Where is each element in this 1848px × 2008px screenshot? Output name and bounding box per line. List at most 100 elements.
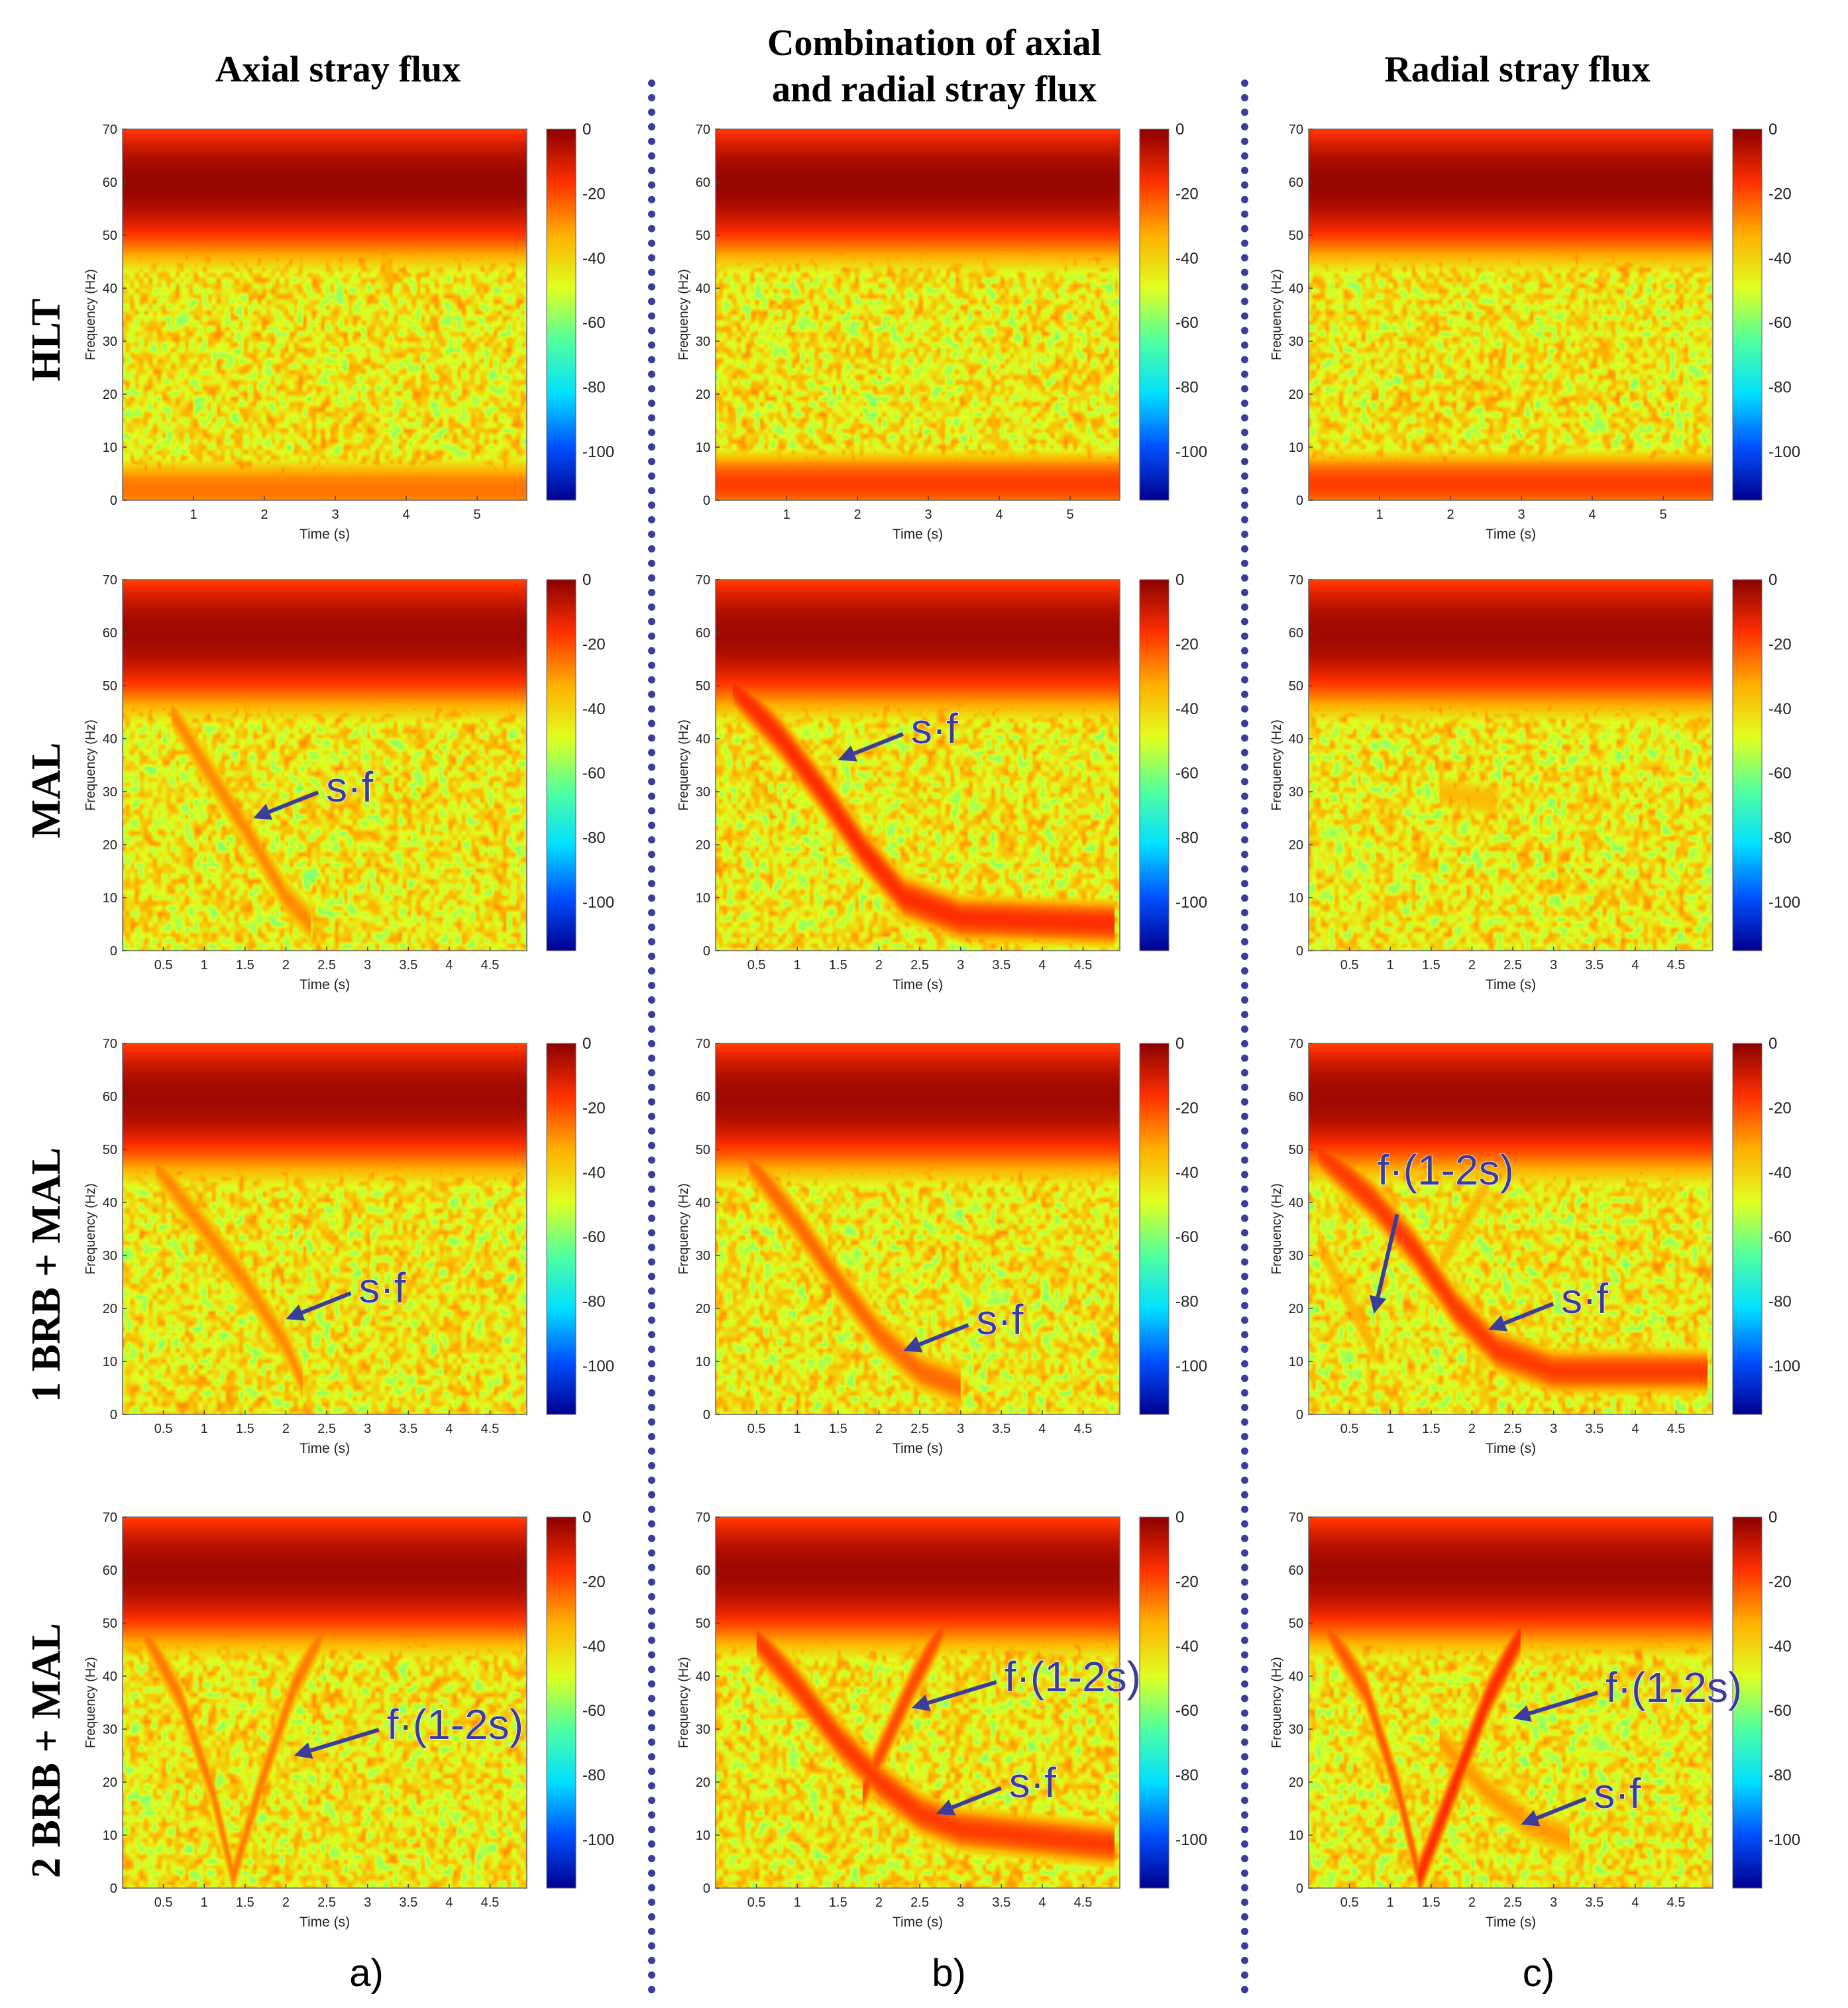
x-tick-label: 2 [282,958,290,973]
plot-frame [122,1516,527,1889]
heatmap-canvas [1309,1043,1713,1414]
annotation-label: f·(1-2s) [387,1701,523,1748]
plot-frame [715,1043,1120,1415]
y-tick-label: 40 [1289,732,1303,747]
x-tick-label: 2 [875,1422,883,1436]
x-tick-label: 1 [794,958,801,973]
x-tick-label: 4.5 [1667,958,1686,973]
colorbar-tick-label: -60 [1768,1228,1792,1246]
spectrogram-svg: 0 10 20 30 40 50 60 70 1 2 3 4 5 Time (s) Frequency (H… [1270,121,1800,542]
plot-frame [122,579,527,951]
y-tick-label: 50 [1289,1616,1303,1631]
y-tick-label: 40 [1289,1196,1303,1210]
heatmap-canvas [123,1517,527,1888]
y-tick-label: 60 [103,626,117,641]
colorbar-tick-label: -60 [582,314,606,332]
colorbar-tick-label: -20 [582,185,606,203]
x-tick-label: 5 [1067,507,1074,522]
y-tick-label: 30 [103,785,117,800]
annotation-label: s·f [326,763,373,811]
x-tick-label: 1.5 [829,1422,847,1436]
x-axis-label: Time (s) [299,527,350,542]
heatmap-canvas [1309,1517,1713,1888]
y-tick-label: 0 [703,1881,710,1896]
column-title-combination-line1: Combination of axial [767,23,1102,64]
x-tick-label: 3 [1550,1895,1557,1910]
column-divider-left [648,79,655,1994]
x-tick-label: 0.5 [1340,1895,1359,1910]
x-tick-label: 2 [875,958,883,973]
y-tick-label: 50 [103,679,117,694]
y-tick-label: 30 [696,1722,710,1737]
x-tick-label: 1.5 [1422,958,1440,973]
x-tick-label: 4 [1589,507,1596,522]
colorbar [546,1043,576,1415]
y-axis-label: Frequency (Hz) [1270,1657,1284,1748]
plot-frame [1308,1043,1713,1415]
heatmap-area [1309,580,1713,951]
x-tick-label: 4.5 [1667,1895,1686,1910]
spectrogram-svg: 0 10 20 30 40 50 60 70 0.5 1 1.5 2 2.5 3 3.5 4 4.5 Time (… [677,1035,1207,1456]
y-tick-label: 40 [103,282,117,296]
heatmap-canvas [123,580,527,951]
x-tick-label: 2.5 [910,1422,929,1436]
plot-frame [1308,1516,1713,1889]
colorbar-tick-label: -100 [582,443,614,461]
annotation-sf: s·f [253,763,374,820]
x-tick-label: 3 [957,1422,964,1436]
colorbar-tick-label: -100 [582,1357,614,1375]
annotation-arrow-head [294,1742,313,1759]
y-tick-label: 40 [696,1669,710,1684]
y-axis-label: Frequency (Hz) [1270,269,1284,360]
colorbar-tick-label: -60 [582,1702,606,1720]
x-tick-label: 4.5 [1667,1422,1686,1436]
y-tick-label: 20 [696,838,710,853]
annotation-arrow-shaft [1503,1302,1554,1326]
y-tick-label: 50 [696,679,710,694]
y-tick-label: 0 [1296,494,1303,508]
x-tick-label: 3 [957,1895,964,1910]
y-tick-label: 70 [696,573,710,588]
y-tick-label: 0 [703,944,710,959]
colorbar-tick-label: -100 [1175,1357,1207,1375]
plot-frame [715,129,1120,501]
x-tick-label: 3.5 [399,958,417,973]
y-tick-label: 0 [703,1408,710,1422]
plot-frame [1308,129,1713,501]
annotation-label: s·f [1594,1770,1641,1817]
x-axis-label: Time (s) [893,527,943,542]
x-tick-label: 5 [474,507,481,522]
colorbar-tick-label: 0 [1768,1508,1777,1526]
annotation-label: s·f [976,1296,1023,1344]
x-tick-label: 3 [1517,507,1525,522]
y-tick-label: 30 [696,335,710,349]
y-tick-label: 30 [103,1249,117,1263]
heatmap-canvas [716,580,1120,951]
x-tick-label: 2.5 [910,958,929,973]
y-tick-label: 60 [1289,176,1303,190]
x-tick-label: 2.5 [317,1895,336,1910]
y-tick-label: 0 [1296,1881,1303,1896]
colorbar-tick-label: -80 [1175,1767,1199,1785]
y-axis-label: Frequency (Hz) [1270,719,1284,811]
y-tick-label: 60 [103,1563,117,1578]
colorbar-tick-label: -40 [582,700,606,718]
colorbar-tick-label: -60 [1175,1228,1199,1246]
heatmap-canvas [1309,580,1713,951]
plot-frame [715,579,1120,951]
x-tick-label: 3.5 [399,1895,417,1910]
x-tick-label: 4 [445,1895,453,1910]
colorbar-tick-label: 0 [582,1508,591,1526]
y-tick-label: 20 [696,1775,710,1790]
x-tick-label: 2 [282,1895,290,1910]
spectrogram-panel-c-MAL: 0 10 20 30 40 50 60 70 0.5 1 1.5 2 2.5 3 3.5 4 4.5 Time (… [1249,566,1802,1017]
colorbar-tick-label: -20 [582,635,606,653]
colorbar [546,1516,576,1889]
column-divider-right [1241,79,1248,1994]
colorbar-tick-label: 0 [582,121,591,138]
annotation-sf: s·f [1488,1274,1609,1332]
y-tick-label: 50 [696,1616,710,1631]
spectrogram-svg: 0 10 20 30 40 50 60 70 0.5 1 1.5 2 2.5 3 3.5 4 4.5 Time (… [83,571,614,992]
heatmap-area [123,1517,527,1888]
